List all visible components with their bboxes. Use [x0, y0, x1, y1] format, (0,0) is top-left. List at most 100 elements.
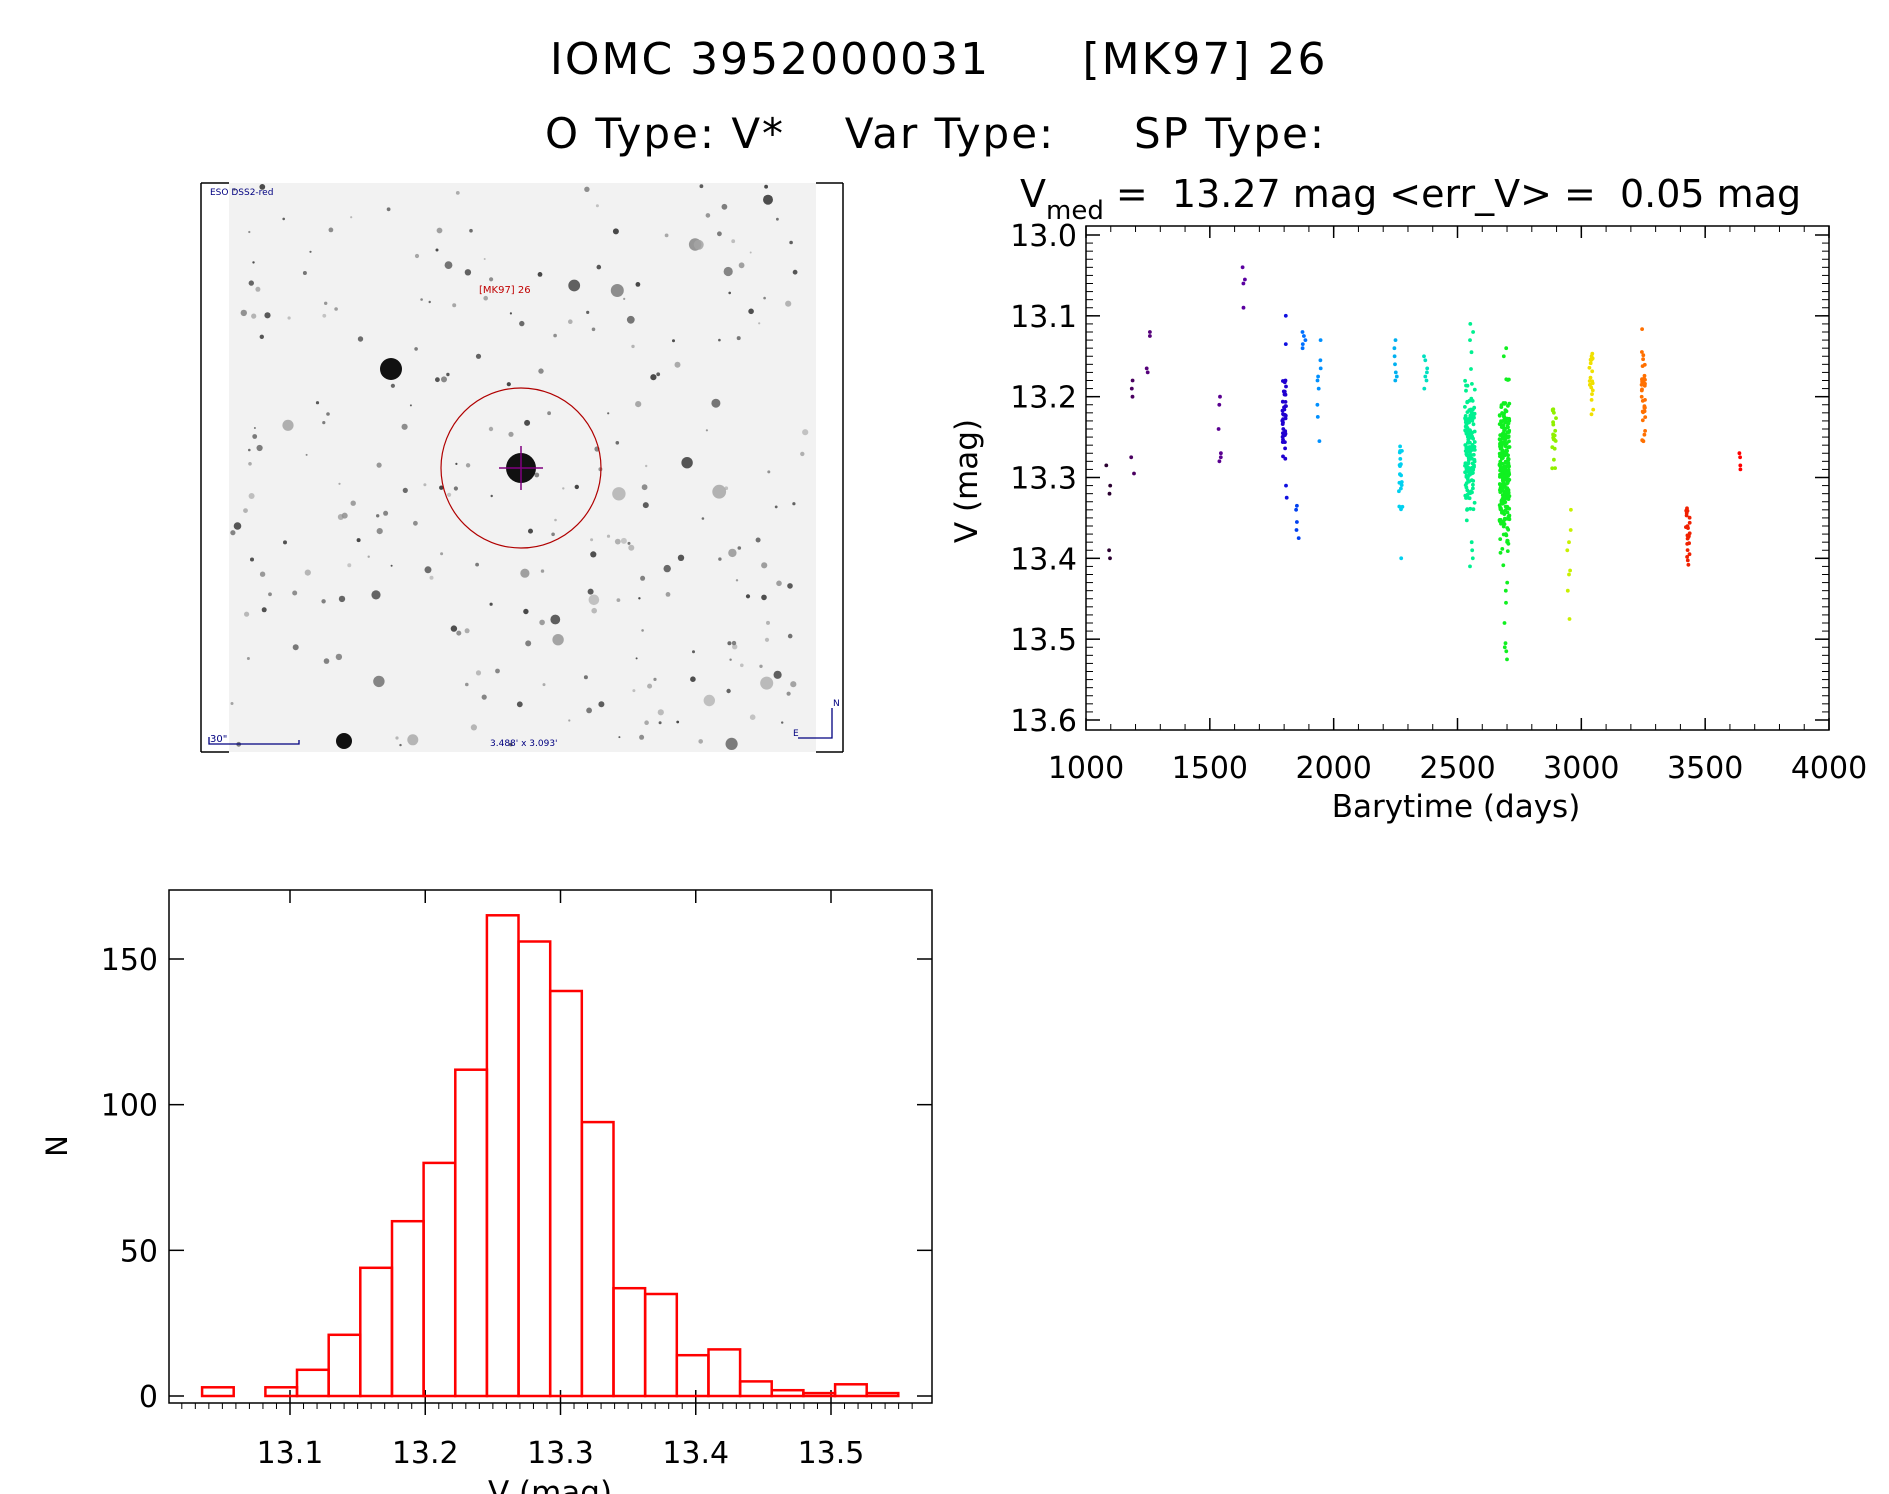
data-point	[1283, 313, 1288, 318]
star	[287, 316, 291, 320]
data-point	[1393, 378, 1398, 383]
data-point	[1551, 422, 1556, 427]
data-point	[1497, 503, 1502, 508]
star	[774, 505, 778, 509]
star	[233, 188, 236, 191]
data-point	[1425, 370, 1429, 375]
data-point	[1590, 392, 1594, 396]
data-point	[1568, 568, 1572, 573]
data-point	[1280, 422, 1285, 426]
data-point	[1398, 457, 1403, 461]
data-point	[1642, 362, 1647, 367]
data-point	[1425, 366, 1430, 371]
star	[407, 734, 419, 746]
star	[469, 228, 473, 233]
star	[764, 637, 770, 642]
data-point	[1468, 456, 1472, 461]
star	[656, 372, 661, 377]
data-point	[1218, 455, 1223, 460]
data-point	[1283, 378, 1288, 383]
star	[731, 239, 736, 244]
star	[591, 607, 597, 614]
data-point	[1465, 427, 1470, 432]
data-point	[1499, 487, 1504, 492]
star	[590, 551, 597, 558]
star	[525, 640, 532, 647]
data-point	[1498, 475, 1502, 479]
star	[282, 217, 286, 221]
star	[386, 207, 391, 212]
star	[553, 333, 557, 338]
var-type-label: Var Type:	[845, 109, 1055, 158]
data-point	[1283, 400, 1288, 404]
data-point	[1498, 507, 1503, 512]
data-point	[1469, 410, 1474, 414]
star	[755, 537, 761, 543]
light-curve-frame	[1085, 225, 1830, 731]
star	[395, 736, 399, 740]
data-point	[1738, 467, 1743, 472]
data-point	[1471, 507, 1476, 512]
star	[763, 296, 766, 300]
data-point	[1295, 520, 1299, 524]
data-point	[1400, 449, 1404, 453]
data-point	[1500, 496, 1505, 501]
data-point	[1468, 413, 1473, 418]
star	[230, 530, 236, 536]
y-tick-label: 13.1	[1010, 300, 1077, 335]
data-point	[1469, 489, 1473, 494]
star	[240, 309, 247, 317]
data-point	[1505, 540, 1509, 544]
x-tick-label: 1000	[1048, 751, 1124, 786]
data-point	[1471, 467, 1476, 472]
data-point	[1498, 438, 1503, 442]
data-point	[1144, 366, 1149, 371]
star	[598, 701, 605, 708]
data-point	[1569, 507, 1573, 512]
x-tick-label: 3000	[1543, 751, 1619, 786]
star	[481, 694, 487, 700]
star	[550, 614, 561, 625]
data-point	[1568, 528, 1573, 532]
sky-image: ESO DSS2-red [MK97] 26 30" 3.488' x 3.09…	[200, 182, 844, 753]
star	[464, 628, 470, 634]
data-point	[1393, 362, 1397, 367]
data-point	[1591, 407, 1596, 412]
x-tick-label: 13.4	[662, 1436, 729, 1471]
data-point	[1504, 532, 1508, 537]
star	[490, 494, 493, 498]
data-point	[1505, 510, 1510, 515]
star	[323, 658, 330, 664]
star	[776, 580, 782, 587]
data-point	[1588, 383, 1592, 387]
star	[251, 313, 257, 319]
star	[246, 657, 250, 660]
data-point	[1502, 621, 1507, 625]
star	[439, 485, 444, 490]
data-point	[1642, 432, 1647, 437]
data-point	[1469, 350, 1474, 355]
x-tick-label: 13.3	[527, 1436, 594, 1471]
star	[453, 486, 458, 491]
data-point	[1642, 373, 1647, 378]
star	[638, 597, 641, 600]
data-point	[1463, 405, 1467, 409]
data-point	[1643, 381, 1647, 386]
data-point	[1423, 374, 1428, 379]
star	[429, 575, 434, 580]
star	[650, 374, 657, 381]
data-point	[1505, 506, 1510, 510]
data-point	[1470, 461, 1475, 466]
data-point	[1686, 562, 1691, 567]
data-point	[1471, 482, 1475, 487]
data-point	[1148, 334, 1152, 338]
data-point	[1497, 463, 1502, 468]
data-point	[1464, 496, 1468, 500]
star	[450, 625, 458, 632]
star	[264, 312, 271, 319]
star	[440, 552, 444, 556]
data-point	[1500, 461, 1505, 466]
title-subscript: med	[1046, 196, 1104, 226]
scale-bar-label: 30"	[210, 734, 227, 745]
